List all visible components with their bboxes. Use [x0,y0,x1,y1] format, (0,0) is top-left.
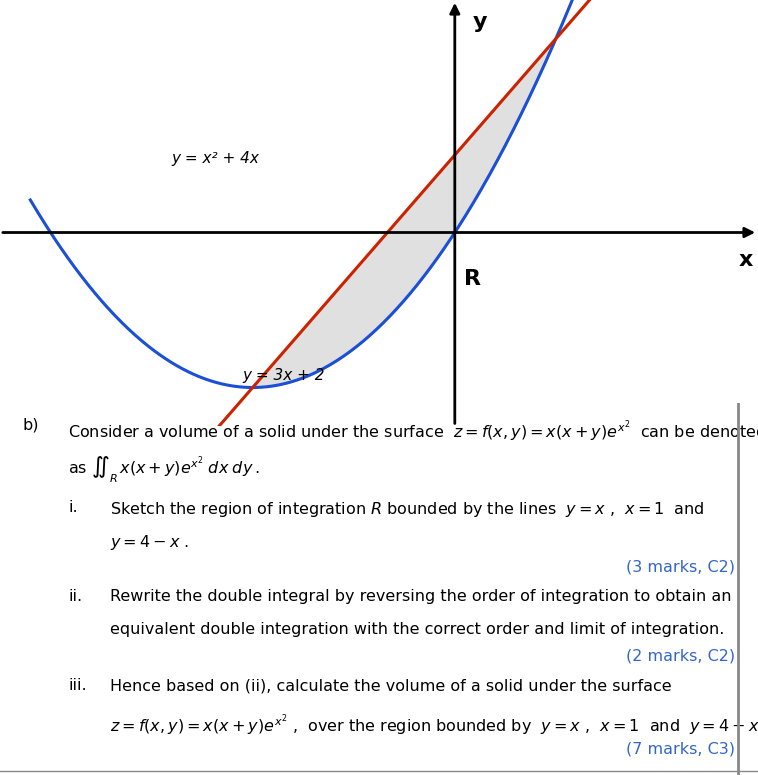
Text: as $\iint_R\, x(x + y)e^{x^2}\;dx\;dy\,.$: as $\iint_R\, x(x + y)e^{x^2}\;dx\;dy\,.… [68,455,260,486]
Text: Consider a volume of a solid under the surface  $z = f(x,y) = x(x + y)e^{x^2}$  : Consider a volume of a solid under the s… [68,418,758,444]
Text: (2 marks, C2): (2 marks, C2) [626,649,735,663]
Text: $y = 4 - x$ .: $y = 4 - x$ . [110,533,190,553]
Text: (7 marks, C3): (7 marks, C3) [626,742,735,756]
Text: iii.: iii. [68,678,87,694]
Text: i.: i. [68,500,78,515]
Text: Sketch the region of integration $R$ bounded by the lines  $y = x$ ,  $x = 1$  a: Sketch the region of integration $R$ bou… [110,500,704,518]
Text: y: y [473,12,487,32]
Text: b): b) [23,418,39,433]
Text: equivalent double integration with the correct order and limit of integration.: equivalent double integration with the c… [110,622,725,638]
Text: y = x² + 4x: y = x² + 4x [172,151,260,166]
Text: Rewrite the double integral by reversing the order of integration to obtain an: Rewrite the double integral by reversing… [110,589,731,604]
Text: y = 3x + 2: y = 3x + 2 [243,368,325,383]
Text: ii.: ii. [68,589,83,604]
Text: $z = f(x,y) = x(x + y)e^{x^2}$ ,  over the region bounded by  $y = x$ ,  $x = 1$: $z = f(x,y) = x(x + y)e^{x^2}$ , over th… [110,711,758,738]
Text: R: R [465,269,481,289]
Text: (3 marks, C2): (3 marks, C2) [626,560,735,574]
Text: x: x [738,250,753,270]
Text: Hence based on (ii), calculate the volume of a solid under the surface: Hence based on (ii), calculate the volum… [110,678,672,694]
